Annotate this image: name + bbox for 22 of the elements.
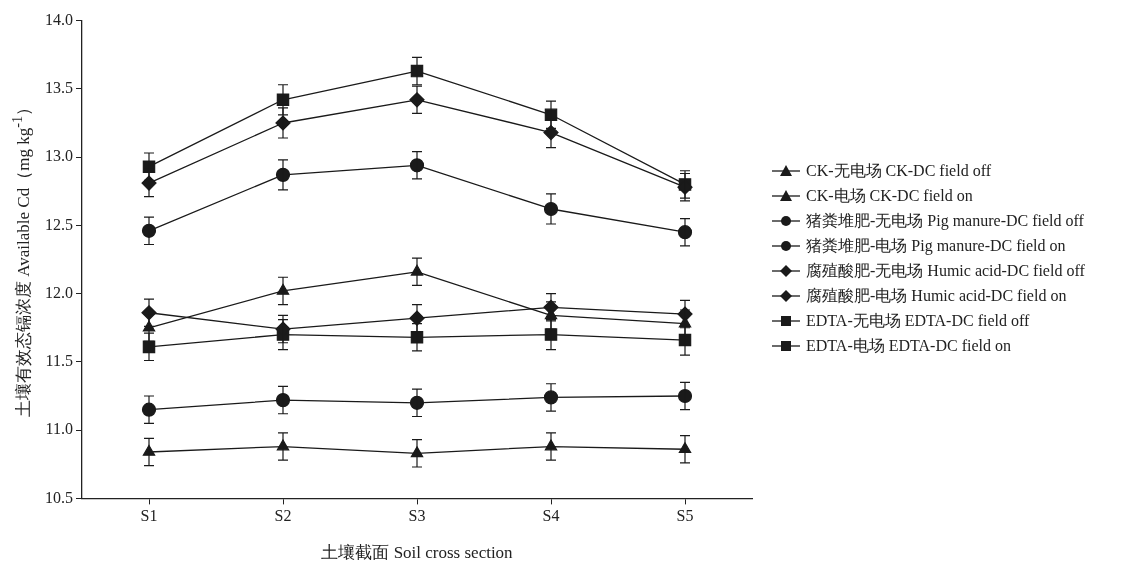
y-tick-label: 13.0	[45, 147, 73, 165]
legend-label: 腐殖酸肥-电场 Humic acid-DC field on	[806, 286, 1067, 306]
legend-label: 猪粪堆肥-电场 Pig manure-DC field on	[806, 236, 1066, 257]
x-tick-label: S1	[140, 507, 158, 525]
y-tick-label: 10.5	[45, 488, 73, 506]
y-tick-label: 11.0	[45, 420, 73, 438]
x-tick-label: S4	[542, 507, 560, 525]
x-tick-label: S2	[274, 507, 292, 525]
y-tick-label: 11.5	[45, 352, 73, 370]
y-tick-label: 12.0	[45, 283, 73, 301]
legend-label: 腐殖酸肥-无电场 Humic acid-DC field off	[806, 261, 1085, 281]
legend-label: EDTA-电场 EDTA-DC field on	[806, 336, 1011, 356]
y-tick-label: 14.0	[45, 10, 73, 28]
x-tick-label: S3	[408, 507, 426, 525]
legend-label: CK-电场 CK-DC field on	[806, 186, 973, 206]
legend-label: CK-无电场 CK-DC field off	[806, 161, 992, 181]
x-tick-label: S5	[676, 507, 694, 525]
legend-label: EDTA-无电场 EDTA-DC field off	[806, 311, 1030, 331]
x-axis-title: 土壤截面 Soil cross section	[321, 543, 514, 563]
legend-label: 猪粪堆肥-无电场 Pig manure-DC field off	[806, 211, 1084, 232]
y-tick-label: 12.5	[45, 215, 73, 233]
y-tick-label: 13.5	[45, 79, 73, 97]
